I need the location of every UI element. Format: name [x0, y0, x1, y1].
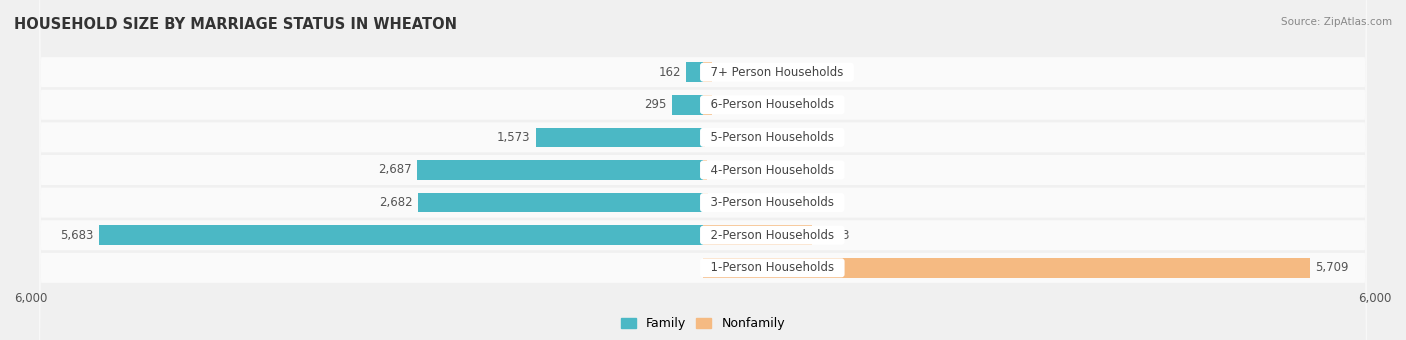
Bar [703, 225, 811, 245]
Bar [686, 63, 703, 82]
Text: 5,683: 5,683 [60, 229, 94, 242]
Bar [703, 128, 704, 147]
Text: 2,687: 2,687 [378, 164, 412, 176]
Bar [536, 128, 703, 147]
FancyBboxPatch shape [39, 0, 1367, 340]
Text: 4-Person Households: 4-Person Households [703, 164, 842, 176]
Text: 3-Person Households: 3-Person Households [703, 196, 842, 209]
FancyBboxPatch shape [39, 0, 1367, 340]
Text: 0: 0 [717, 98, 724, 111]
Text: 6,000: 6,000 [14, 292, 48, 305]
Bar [98, 225, 703, 245]
Text: HOUSEHOLD SIZE BY MARRIAGE STATUS IN WHEATON: HOUSEHOLD SIZE BY MARRIAGE STATUS IN WHE… [14, 17, 457, 32]
Bar [703, 258, 1310, 277]
Text: 5,709: 5,709 [1315, 261, 1348, 274]
Bar [672, 95, 703, 115]
Bar [703, 63, 711, 82]
Text: Source: ZipAtlas.com: Source: ZipAtlas.com [1281, 17, 1392, 27]
Text: 7+ Person Households: 7+ Person Households [703, 66, 851, 79]
Text: 295: 295 [644, 98, 666, 111]
Text: 1,023: 1,023 [817, 229, 851, 242]
Legend: Family, Nonfamily: Family, Nonfamily [616, 312, 790, 335]
Bar [418, 193, 703, 212]
FancyBboxPatch shape [39, 0, 1367, 340]
FancyBboxPatch shape [39, 0, 1367, 340]
Bar [703, 95, 711, 115]
Text: 5-Person Households: 5-Person Households [703, 131, 842, 144]
Text: 6-Person Households: 6-Person Households [703, 98, 842, 111]
Text: 15: 15 [710, 131, 724, 144]
Text: 44: 44 [713, 196, 728, 209]
Text: 2-Person Households: 2-Person Households [703, 229, 842, 242]
Text: 6,000: 6,000 [1358, 292, 1392, 305]
Text: 0: 0 [717, 66, 724, 79]
FancyBboxPatch shape [39, 0, 1367, 340]
Bar [703, 160, 707, 180]
Text: 1,573: 1,573 [498, 131, 530, 144]
Text: 162: 162 [658, 66, 681, 79]
Text: 1-Person Households: 1-Person Households [703, 261, 842, 274]
FancyBboxPatch shape [39, 0, 1367, 340]
Bar [703, 193, 707, 212]
Bar [418, 160, 703, 180]
FancyBboxPatch shape [39, 0, 1367, 340]
Text: 42: 42 [713, 164, 727, 176]
Text: 2,682: 2,682 [380, 196, 413, 209]
